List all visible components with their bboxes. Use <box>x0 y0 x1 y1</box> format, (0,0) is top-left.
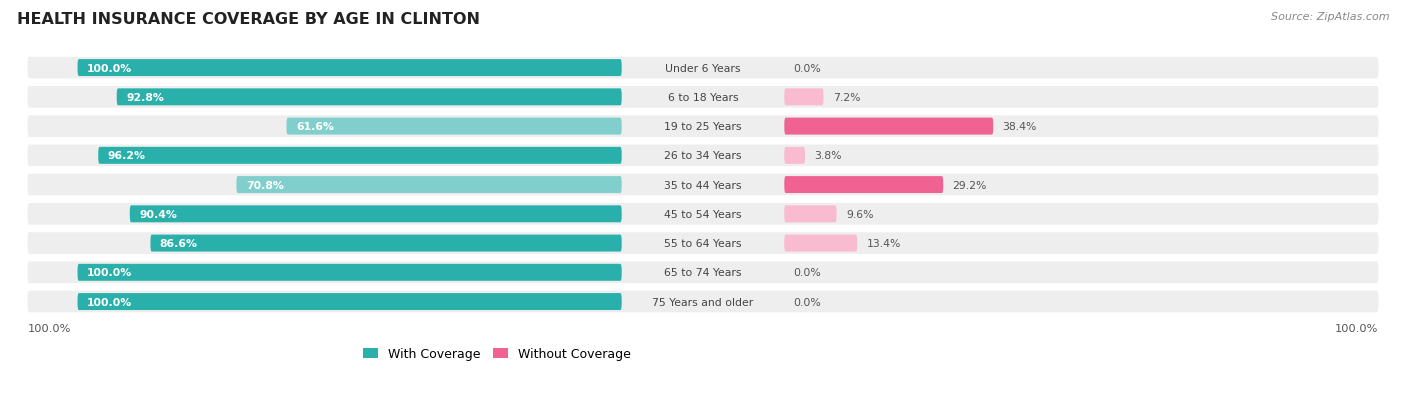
Text: 19 to 25 Years: 19 to 25 Years <box>664 122 742 132</box>
Text: 6 to 18 Years: 6 to 18 Years <box>668 93 738 102</box>
Text: 100.0%: 100.0% <box>87 268 132 278</box>
Text: 92.8%: 92.8% <box>127 93 165 102</box>
FancyBboxPatch shape <box>28 145 1378 167</box>
FancyBboxPatch shape <box>150 235 621 252</box>
FancyBboxPatch shape <box>785 235 858 252</box>
FancyBboxPatch shape <box>77 60 621 77</box>
Text: 100.0%: 100.0% <box>28 323 70 333</box>
FancyBboxPatch shape <box>129 206 621 223</box>
FancyBboxPatch shape <box>28 174 1378 196</box>
FancyBboxPatch shape <box>287 118 621 135</box>
Text: 0.0%: 0.0% <box>794 64 821 74</box>
FancyBboxPatch shape <box>236 177 621 194</box>
FancyBboxPatch shape <box>785 118 993 135</box>
Text: 0.0%: 0.0% <box>794 268 821 278</box>
Text: 35 to 44 Years: 35 to 44 Years <box>664 180 742 190</box>
Text: 29.2%: 29.2% <box>953 180 987 190</box>
FancyBboxPatch shape <box>77 293 621 310</box>
FancyBboxPatch shape <box>785 147 806 164</box>
FancyBboxPatch shape <box>117 89 621 106</box>
Text: 70.8%: 70.8% <box>246 180 284 190</box>
Text: 61.6%: 61.6% <box>295 122 333 132</box>
Text: 9.6%: 9.6% <box>846 209 873 219</box>
Text: 45 to 54 Years: 45 to 54 Years <box>664 209 742 219</box>
Text: 26 to 34 Years: 26 to 34 Years <box>664 151 742 161</box>
FancyBboxPatch shape <box>28 58 1378 79</box>
Text: HEALTH INSURANCE COVERAGE BY AGE IN CLINTON: HEALTH INSURANCE COVERAGE BY AGE IN CLIN… <box>17 12 479 27</box>
Text: Source: ZipAtlas.com: Source: ZipAtlas.com <box>1271 12 1389 22</box>
FancyBboxPatch shape <box>785 89 824 106</box>
FancyBboxPatch shape <box>28 291 1378 313</box>
Text: 3.8%: 3.8% <box>814 151 842 161</box>
FancyBboxPatch shape <box>28 262 1378 283</box>
Legend: With Coverage, Without Coverage: With Coverage, Without Coverage <box>357 342 636 366</box>
Text: 65 to 74 Years: 65 to 74 Years <box>664 268 742 278</box>
Text: 0.0%: 0.0% <box>794 297 821 307</box>
Text: 100.0%: 100.0% <box>87 297 132 307</box>
FancyBboxPatch shape <box>77 264 621 281</box>
FancyBboxPatch shape <box>28 204 1378 225</box>
Text: Under 6 Years: Under 6 Years <box>665 64 741 74</box>
Text: 75 Years and older: 75 Years and older <box>652 297 754 307</box>
Text: 55 to 64 Years: 55 to 64 Years <box>664 238 742 249</box>
Text: 96.2%: 96.2% <box>108 151 146 161</box>
FancyBboxPatch shape <box>98 147 621 164</box>
Text: 90.4%: 90.4% <box>139 209 177 219</box>
FancyBboxPatch shape <box>785 177 943 194</box>
Text: 100.0%: 100.0% <box>1336 323 1378 333</box>
Text: 86.6%: 86.6% <box>160 238 198 249</box>
FancyBboxPatch shape <box>28 233 1378 254</box>
FancyBboxPatch shape <box>28 87 1378 108</box>
Text: 38.4%: 38.4% <box>1002 122 1038 132</box>
FancyBboxPatch shape <box>28 116 1378 138</box>
Text: 100.0%: 100.0% <box>87 64 132 74</box>
Text: 13.4%: 13.4% <box>866 238 901 249</box>
Text: 7.2%: 7.2% <box>832 93 860 102</box>
FancyBboxPatch shape <box>785 206 837 223</box>
